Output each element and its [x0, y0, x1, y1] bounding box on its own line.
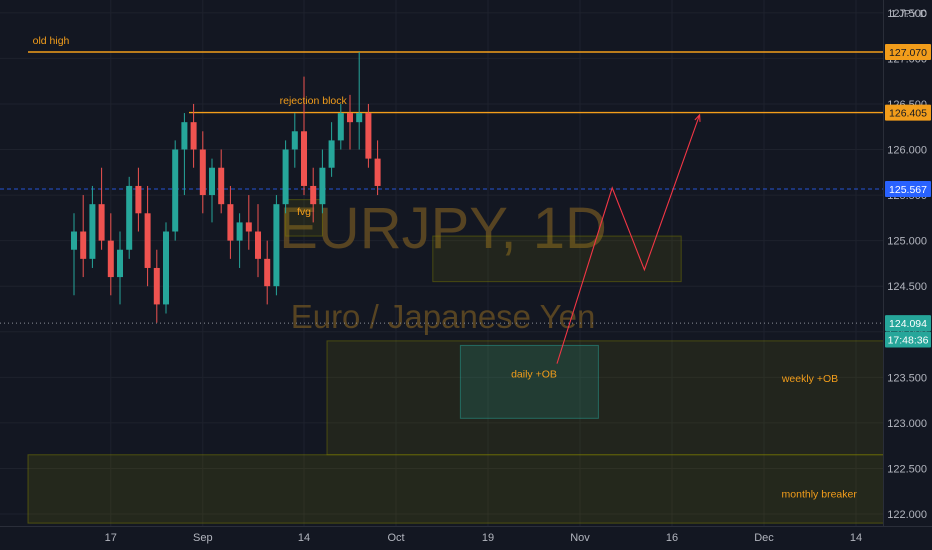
price-tag-background: [885, 44, 931, 60]
time-tick-label: Dec: [754, 532, 774, 544]
candle-body: [98, 204, 105, 241]
time-tick-label: 14: [298, 532, 310, 544]
watermark-title: EURJPY, 1D: [279, 196, 607, 261]
level-label: rejection block: [280, 95, 348, 107]
grid: [0, 0, 884, 526]
zone-label-weekly-ob: weekly +OB: [781, 373, 838, 385]
candle-body: [236, 222, 243, 241]
candle-body: [80, 231, 87, 259]
zone-weekly-ob: [326, 340, 885, 456]
candle-body: [153, 267, 160, 305]
price-tag-label: 126.405: [889, 108, 927, 120]
zone-daily-ob: [459, 344, 599, 419]
projection-path: [556, 113, 701, 364]
price-tag: 125.567: [885, 180, 931, 197]
price-tag: 124.094: [885, 315, 931, 332]
candle-body: [319, 167, 326, 205]
time-axis[interactable]: 17 Sep 14 Oct 19 Nov 16 Dec 14: [0, 526, 932, 550]
candle-body: [264, 258, 271, 287]
price-tag-label: 17:48:36: [888, 334, 929, 346]
candle-body: [71, 231, 77, 250]
candle-body: [310, 185, 317, 205]
time-axis-background: [0, 526, 932, 550]
time-tick-label: 14: [850, 532, 862, 544]
time-tick-label: Nov: [570, 532, 590, 544]
candles: [71, 52, 381, 323]
time-tick-label: Oct: [387, 532, 404, 544]
price-tick-label: 122.000: [887, 509, 927, 521]
time-tick-label: 19: [482, 532, 494, 544]
time-tick-label: Sep: [193, 532, 213, 544]
candle-body: [291, 131, 298, 150]
candle-body: [301, 131, 307, 186]
watermark: EURJPY, 1D Euro / Japanese Yen: [279, 196, 607, 335]
candle-body: [163, 231, 169, 305]
price-tag-label: 127.070: [889, 47, 927, 59]
candle-body: [273, 204, 280, 287]
level-label: old high: [33, 35, 70, 47]
price-axis-background: [884, 0, 932, 526]
candle-body: [209, 167, 215, 196]
projection-arrowhead: [694, 113, 701, 122]
candle-body: [117, 249, 123, 278]
candle-body: [218, 167, 225, 205]
price-axis[interactable]: 1 JPY D 127.500127.000126.500126.000125.…: [883, 0, 932, 526]
candle-body: [181, 122, 188, 150]
projection-line: [556, 114, 701, 364]
candle-body: [107, 240, 114, 278]
candle-body: [328, 140, 335, 168]
candle-body: [172, 149, 179, 232]
candle-body: [190, 122, 197, 150]
candle-body: [126, 185, 133, 250]
candle-body: [365, 113, 372, 159]
price-tag-label: 125.567: [889, 184, 927, 196]
price-tick-label: 127.500: [887, 8, 927, 20]
price-tag-background: [885, 315, 931, 332]
symbol-label: 1 JPY D: [891, 9, 928, 20]
zone-monthly-breaker: [27, 454, 885, 524]
price-tag-background: [885, 180, 931, 197]
price-tick-label: 122.500: [887, 463, 927, 475]
price-tag-background: [885, 104, 931, 121]
price-tick-label: 123.000: [887, 418, 927, 430]
price-tick-label: 124.500: [887, 281, 927, 293]
watermark-subtitle: Euro / Japanese Yen: [291, 298, 596, 335]
candle-body: [347, 113, 353, 123]
price-tick-label: 125.000: [887, 236, 927, 248]
time-tick-label: 16: [666, 532, 678, 544]
price-tag: 127.070: [885, 44, 931, 60]
candle-body: [337, 113, 344, 141]
price-tag: 126.405: [885, 104, 931, 121]
zone-rejection-zone: [432, 235, 682, 283]
price-tag-background: [885, 331, 931, 348]
zone-label-fvg: fvg: [297, 206, 311, 218]
time-tick-label: 17: [105, 532, 117, 544]
zone-fvg: [285, 199, 323, 237]
price-tick-label: 126.000: [887, 145, 927, 157]
candle-body: [89, 204, 96, 259]
price-tick-label: 123.500: [887, 372, 927, 384]
candle-body: [374, 158, 381, 186]
candle-body: [227, 204, 234, 241]
candle-body: [135, 185, 142, 214]
candle-body: [282, 149, 289, 205]
zone-label-daily-ob: daily +OB: [511, 368, 557, 380]
candle-body: [144, 213, 151, 268]
zone-label-monthly-breaker: monthly breaker: [782, 489, 858, 501]
annotations: fvg weekly +OB daily +OB monthly breaker old…: [33, 35, 858, 501]
candle-body: [255, 231, 261, 259]
price-tag-label: 124.094: [889, 318, 927, 330]
candle-body: [356, 113, 363, 123]
price-tags: 127.070 126.405 125.567 124.094 17:48:36: [885, 44, 931, 348]
candle-body: [199, 149, 206, 196]
zones: [27, 199, 885, 524]
candle-body: [245, 222, 252, 232]
price-tag: 17:48:36: [885, 331, 931, 348]
